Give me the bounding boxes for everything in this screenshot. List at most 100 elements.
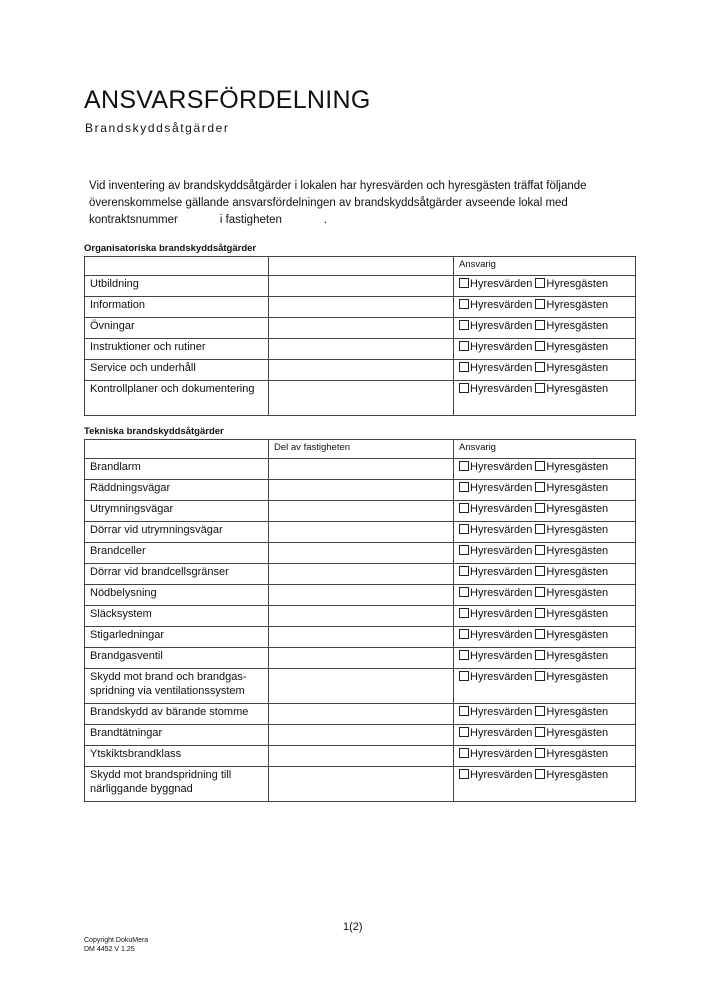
tenant-checkbox[interactable] bbox=[535, 566, 546, 576]
table-header-row: Del av fastigheten Ansvarig bbox=[84, 439, 636, 459]
landlord-checkbox[interactable] bbox=[459, 341, 469, 351]
tenant-checkbox[interactable] bbox=[535, 545, 546, 555]
tenant-checkbox[interactable] bbox=[535, 383, 546, 393]
property-part-field[interactable] bbox=[268, 542, 454, 564]
property-part-field[interactable] bbox=[268, 338, 454, 360]
tenant-checkbox[interactable] bbox=[535, 706, 546, 716]
property-part-field[interactable] bbox=[268, 458, 454, 480]
property-part-field[interactable] bbox=[268, 724, 454, 746]
property-part-field[interactable] bbox=[268, 317, 454, 339]
tenant-label: Hyresgästen bbox=[546, 278, 609, 290]
landlord-label: Hyresvärden bbox=[470, 650, 533, 662]
table-row: Ytskiktsbrandklass Hyresvärden Hyresgäste… bbox=[84, 745, 636, 767]
table-header-row: Ansvarig bbox=[84, 256, 636, 276]
property-part-field[interactable] bbox=[268, 521, 454, 543]
landlord-label: Hyresvärden bbox=[470, 341, 533, 353]
intro-text-3: . bbox=[323, 214, 328, 226]
landlord-checkbox[interactable] bbox=[459, 748, 469, 758]
landlord-checkbox[interactable] bbox=[459, 769, 469, 779]
measure-label: Stigarledningar bbox=[84, 626, 269, 648]
landlord-checkbox[interactable] bbox=[459, 671, 469, 681]
landlord-label: Hyresvärden bbox=[470, 706, 533, 718]
landlord-label: Hyresvärden bbox=[470, 587, 533, 599]
landlord-checkbox[interactable] bbox=[459, 278, 469, 288]
tenant-label: Hyresgästen bbox=[546, 341, 609, 353]
landlord-checkbox[interactable] bbox=[459, 727, 469, 737]
tenant-checkbox[interactable] bbox=[535, 650, 546, 660]
property-part-field[interactable] bbox=[268, 500, 454, 522]
tenant-checkbox[interactable] bbox=[535, 341, 546, 351]
landlord-checkbox[interactable] bbox=[459, 461, 469, 471]
tenant-checkbox[interactable] bbox=[535, 629, 546, 639]
landlord-checkbox[interactable] bbox=[459, 320, 469, 330]
landlord-checkbox[interactable] bbox=[459, 299, 469, 309]
property-part-field[interactable] bbox=[268, 703, 454, 725]
landlord-checkbox[interactable] bbox=[459, 629, 469, 639]
landlord-checkbox[interactable] bbox=[459, 524, 469, 534]
property-part-field[interactable] bbox=[268, 605, 454, 627]
column-header bbox=[268, 256, 454, 276]
property-part-field[interactable] bbox=[268, 766, 454, 802]
landlord-checkbox[interactable] bbox=[459, 587, 469, 597]
tenant-label: Hyresgästen bbox=[546, 727, 609, 739]
landlord-checkbox[interactable] bbox=[459, 545, 469, 555]
measure-label: Övningar bbox=[84, 317, 269, 339]
copyright: Copyright DokuMera bbox=[84, 937, 149, 944]
tech-table: Del av fastigheten Ansvarig Brandlarm Hyres… bbox=[84, 439, 636, 802]
tenant-checkbox[interactable] bbox=[535, 461, 546, 471]
tenant-checkbox[interactable] bbox=[535, 299, 546, 309]
landlord-checkbox[interactable] bbox=[459, 503, 469, 513]
property-part-field[interactable] bbox=[268, 584, 454, 606]
landlord-checkbox[interactable] bbox=[459, 566, 469, 576]
tenant-checkbox[interactable] bbox=[535, 671, 546, 681]
tenant-checkbox[interactable] bbox=[535, 587, 546, 597]
measure-label: Utbildning bbox=[84, 275, 269, 297]
property-part-field[interactable] bbox=[268, 359, 454, 381]
table-row: Skydd mot brandspridning till närliggand… bbox=[84, 766, 636, 802]
landlord-checkbox[interactable] bbox=[459, 608, 469, 618]
measure-label: Utrymningsvägar bbox=[84, 500, 269, 522]
tenant-checkbox[interactable] bbox=[535, 362, 546, 372]
property-part-field[interactable] bbox=[268, 296, 454, 318]
landlord-label: Hyresvärden bbox=[470, 748, 533, 760]
measure-label: Skydd mot brand och brandgas-spridning v… bbox=[84, 668, 269, 704]
measure-label: Ytskiktsbrandklass bbox=[84, 745, 269, 767]
table-row: Brandtätningar Hyresvärden Hyresgästen bbox=[84, 724, 636, 746]
measure-label: Brandceller bbox=[84, 542, 269, 564]
landlord-checkbox[interactable] bbox=[459, 362, 469, 372]
property-part-field[interactable] bbox=[268, 668, 454, 704]
table-row: Brandskydd av bärande stomme Hyresvärden … bbox=[84, 703, 636, 725]
table-row: Utbildning Hyresvärden Hyresgästen bbox=[84, 275, 636, 297]
table-row: Dörrar vid brandcellsgränser Hyresvärden … bbox=[84, 563, 636, 585]
table-row: Stigarledningar Hyresvärden Hyresgästen bbox=[84, 626, 636, 648]
table-row: Övningar Hyresvärden Hyresgästen bbox=[84, 317, 636, 339]
landlord-checkbox[interactable] bbox=[459, 383, 469, 393]
measure-label: Skydd mot brandspridning till närliggand… bbox=[84, 766, 269, 802]
table-row: Skydd mot brand och brandgas-spridning v… bbox=[84, 668, 636, 704]
landlord-checkbox[interactable] bbox=[459, 706, 469, 716]
property-part-field[interactable] bbox=[268, 380, 454, 416]
tenant-checkbox[interactable] bbox=[535, 769, 546, 779]
property-part-field[interactable] bbox=[268, 563, 454, 585]
property-part-field[interactable] bbox=[268, 745, 454, 767]
tenant-checkbox[interactable] bbox=[535, 503, 546, 513]
tenant-checkbox[interactable] bbox=[535, 278, 546, 288]
measure-label: Information bbox=[84, 296, 269, 318]
tenant-checkbox[interactable] bbox=[535, 482, 546, 492]
tenant-checkbox[interactable] bbox=[535, 524, 546, 534]
table-row: Kontrollplaner och dokumentering Hyresvär… bbox=[84, 380, 636, 416]
landlord-label: Hyresvärden bbox=[470, 299, 533, 311]
property-part-field[interactable] bbox=[268, 479, 454, 501]
landlord-checkbox[interactable] bbox=[459, 650, 469, 660]
property-part-field[interactable] bbox=[268, 275, 454, 297]
tenant-checkbox[interactable] bbox=[535, 748, 546, 758]
landlord-label: Hyresvärden bbox=[470, 629, 533, 641]
tenant-label: Hyresgästen bbox=[546, 608, 609, 620]
landlord-checkbox[interactable] bbox=[459, 482, 469, 492]
tenant-checkbox[interactable] bbox=[535, 727, 546, 737]
property-part-field[interactable] bbox=[268, 626, 454, 648]
property-part-field[interactable] bbox=[268, 647, 454, 669]
landlord-label: Hyresvärden bbox=[470, 769, 533, 781]
tenant-checkbox[interactable] bbox=[535, 608, 546, 618]
tenant-checkbox[interactable] bbox=[535, 320, 546, 330]
